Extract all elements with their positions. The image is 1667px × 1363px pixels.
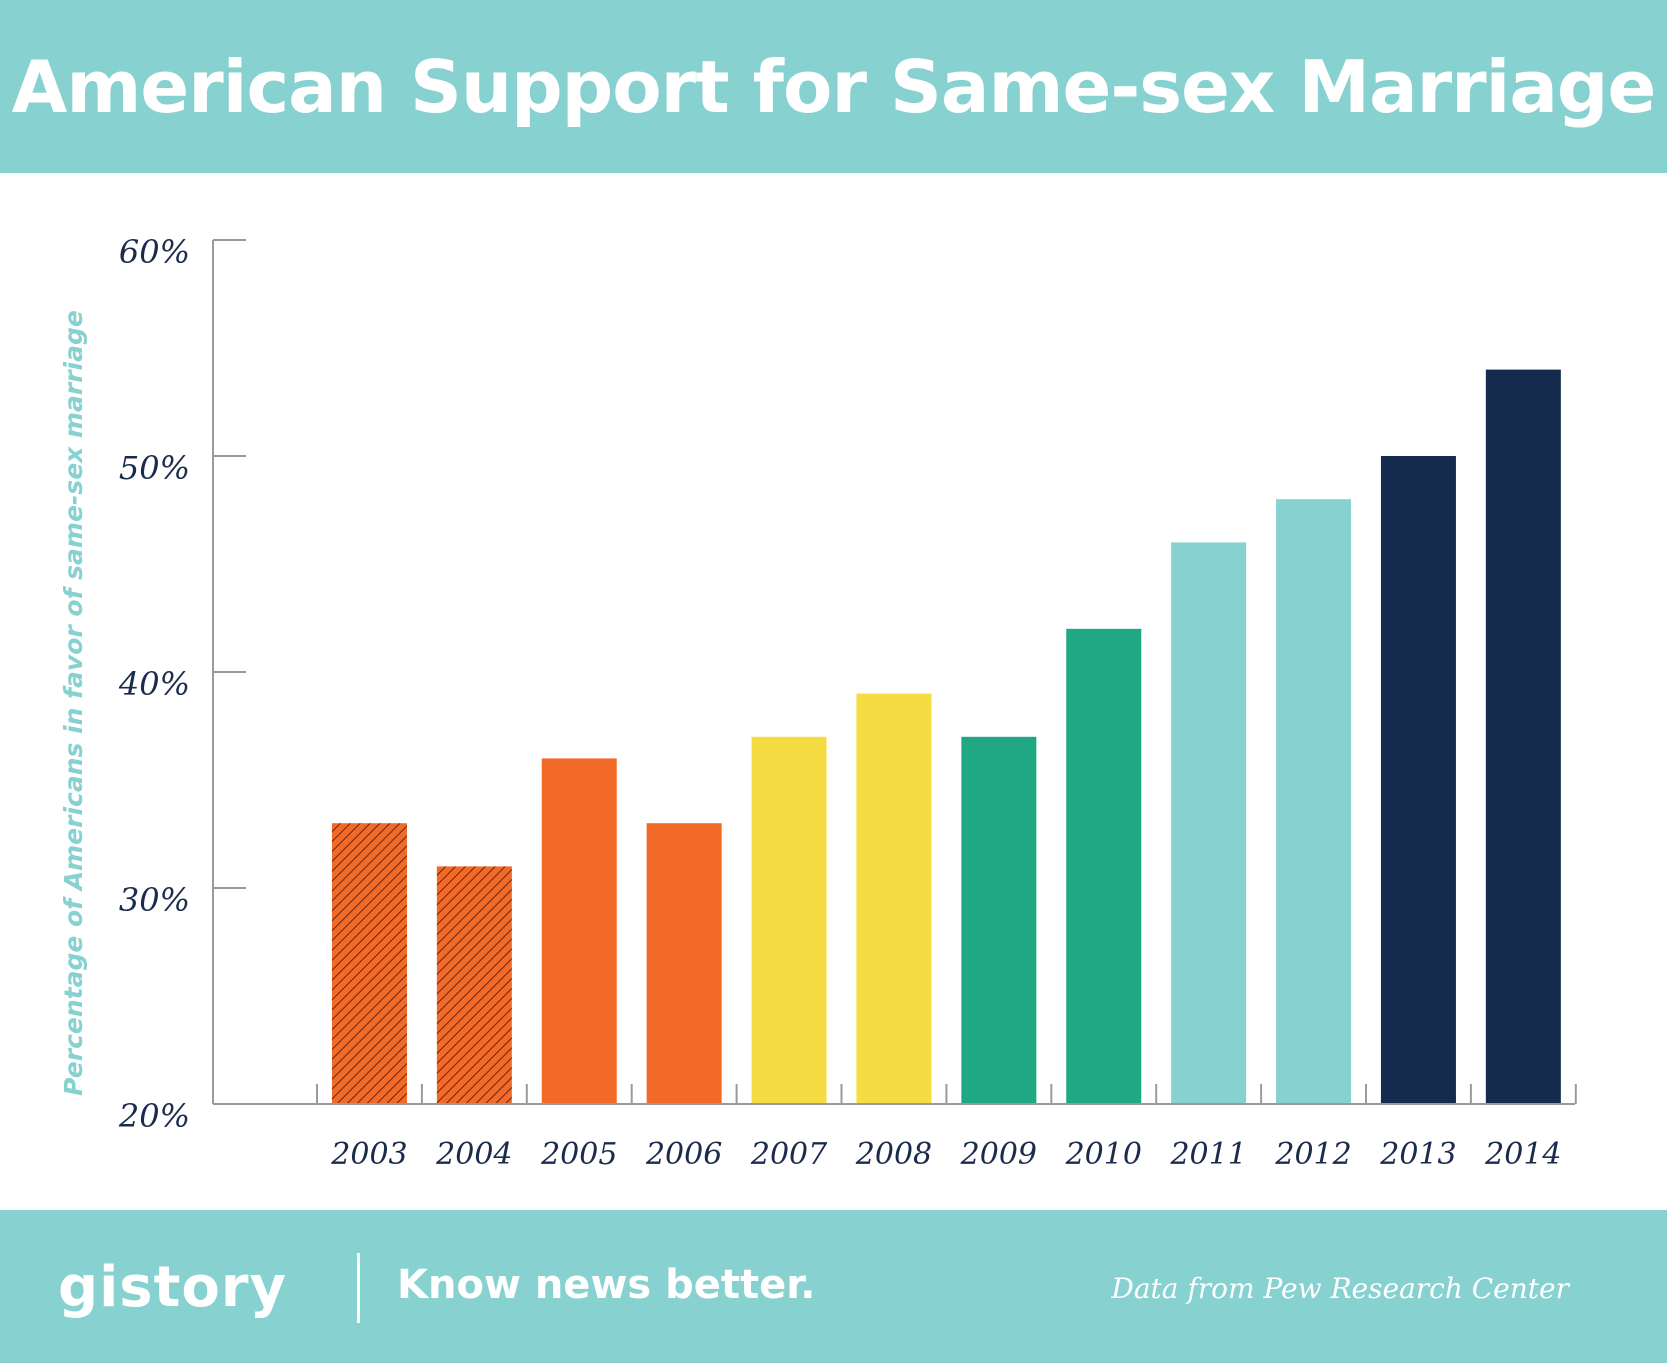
bar-2011	[1171, 542, 1247, 1104]
bar-2009	[961, 736, 1037, 1104]
bar-2014	[1485, 369, 1561, 1105]
x-tick-label: 2014	[1484, 1137, 1561, 1172]
bar-chart-svg: 20% 30% 40% 50% 60% 2003 2004 2005 2006 2007 2008 2…	[59, 233, 1577, 1172]
tagline: Know news better.	[397, 1262, 816, 1308]
y-tick-label: 60%	[119, 233, 190, 271]
bar-2010	[1066, 628, 1142, 1104]
x-tick-label: 2003	[330, 1137, 407, 1172]
bar-2008	[856, 693, 932, 1104]
x-tick-label: 2011	[1169, 1137, 1246, 1172]
bar-chart: 20% 30% 40% 50% 60% 2003 2004 2005 2006 2007 2008 2…	[0, 173, 1667, 1210]
y-tick-label: 20%	[118, 1097, 190, 1135]
x-tick-label: 2013	[1379, 1137, 1456, 1172]
header-banner: American Support for Same-sex Marriage	[0, 0, 1667, 173]
x-tick-label: 2007	[750, 1137, 828, 1172]
y-tick-label: 30%	[119, 881, 190, 919]
bar-2006	[646, 823, 722, 1104]
gistory-logo[interactable]: gistory	[58, 1255, 287, 1320]
bar-2012	[1276, 499, 1352, 1104]
x-tick-label: 2004	[435, 1137, 512, 1172]
x-tick-label: 2010	[1065, 1137, 1142, 1172]
x-tick-label: 2005	[540, 1137, 617, 1172]
footer-divider	[357, 1253, 360, 1323]
x-tick-label: 2012	[1274, 1137, 1351, 1172]
page-title: American Support for Same-sex Marriage	[11, 44, 1657, 129]
bar-2013	[1380, 456, 1456, 1104]
bar-2003	[331, 823, 407, 1104]
y-tick-label: 40%	[118, 665, 190, 703]
y-axis-label: Percentage of Americans in favor of same…	[59, 310, 88, 1096]
x-tick-label: 2009	[960, 1137, 1037, 1172]
bar-2004	[436, 866, 512, 1104]
x-tick-label: 2006	[645, 1137, 722, 1172]
y-tick-label: 50%	[119, 449, 190, 487]
data-source-note: Data from Pew Research Center	[1111, 1272, 1569, 1305]
bar-2005	[541, 758, 617, 1104]
bar-2007	[751, 736, 827, 1104]
footer-banner: gistory Know news better. Data from Pew …	[0, 1210, 1667, 1363]
x-tick-label: 2008	[855, 1137, 932, 1172]
